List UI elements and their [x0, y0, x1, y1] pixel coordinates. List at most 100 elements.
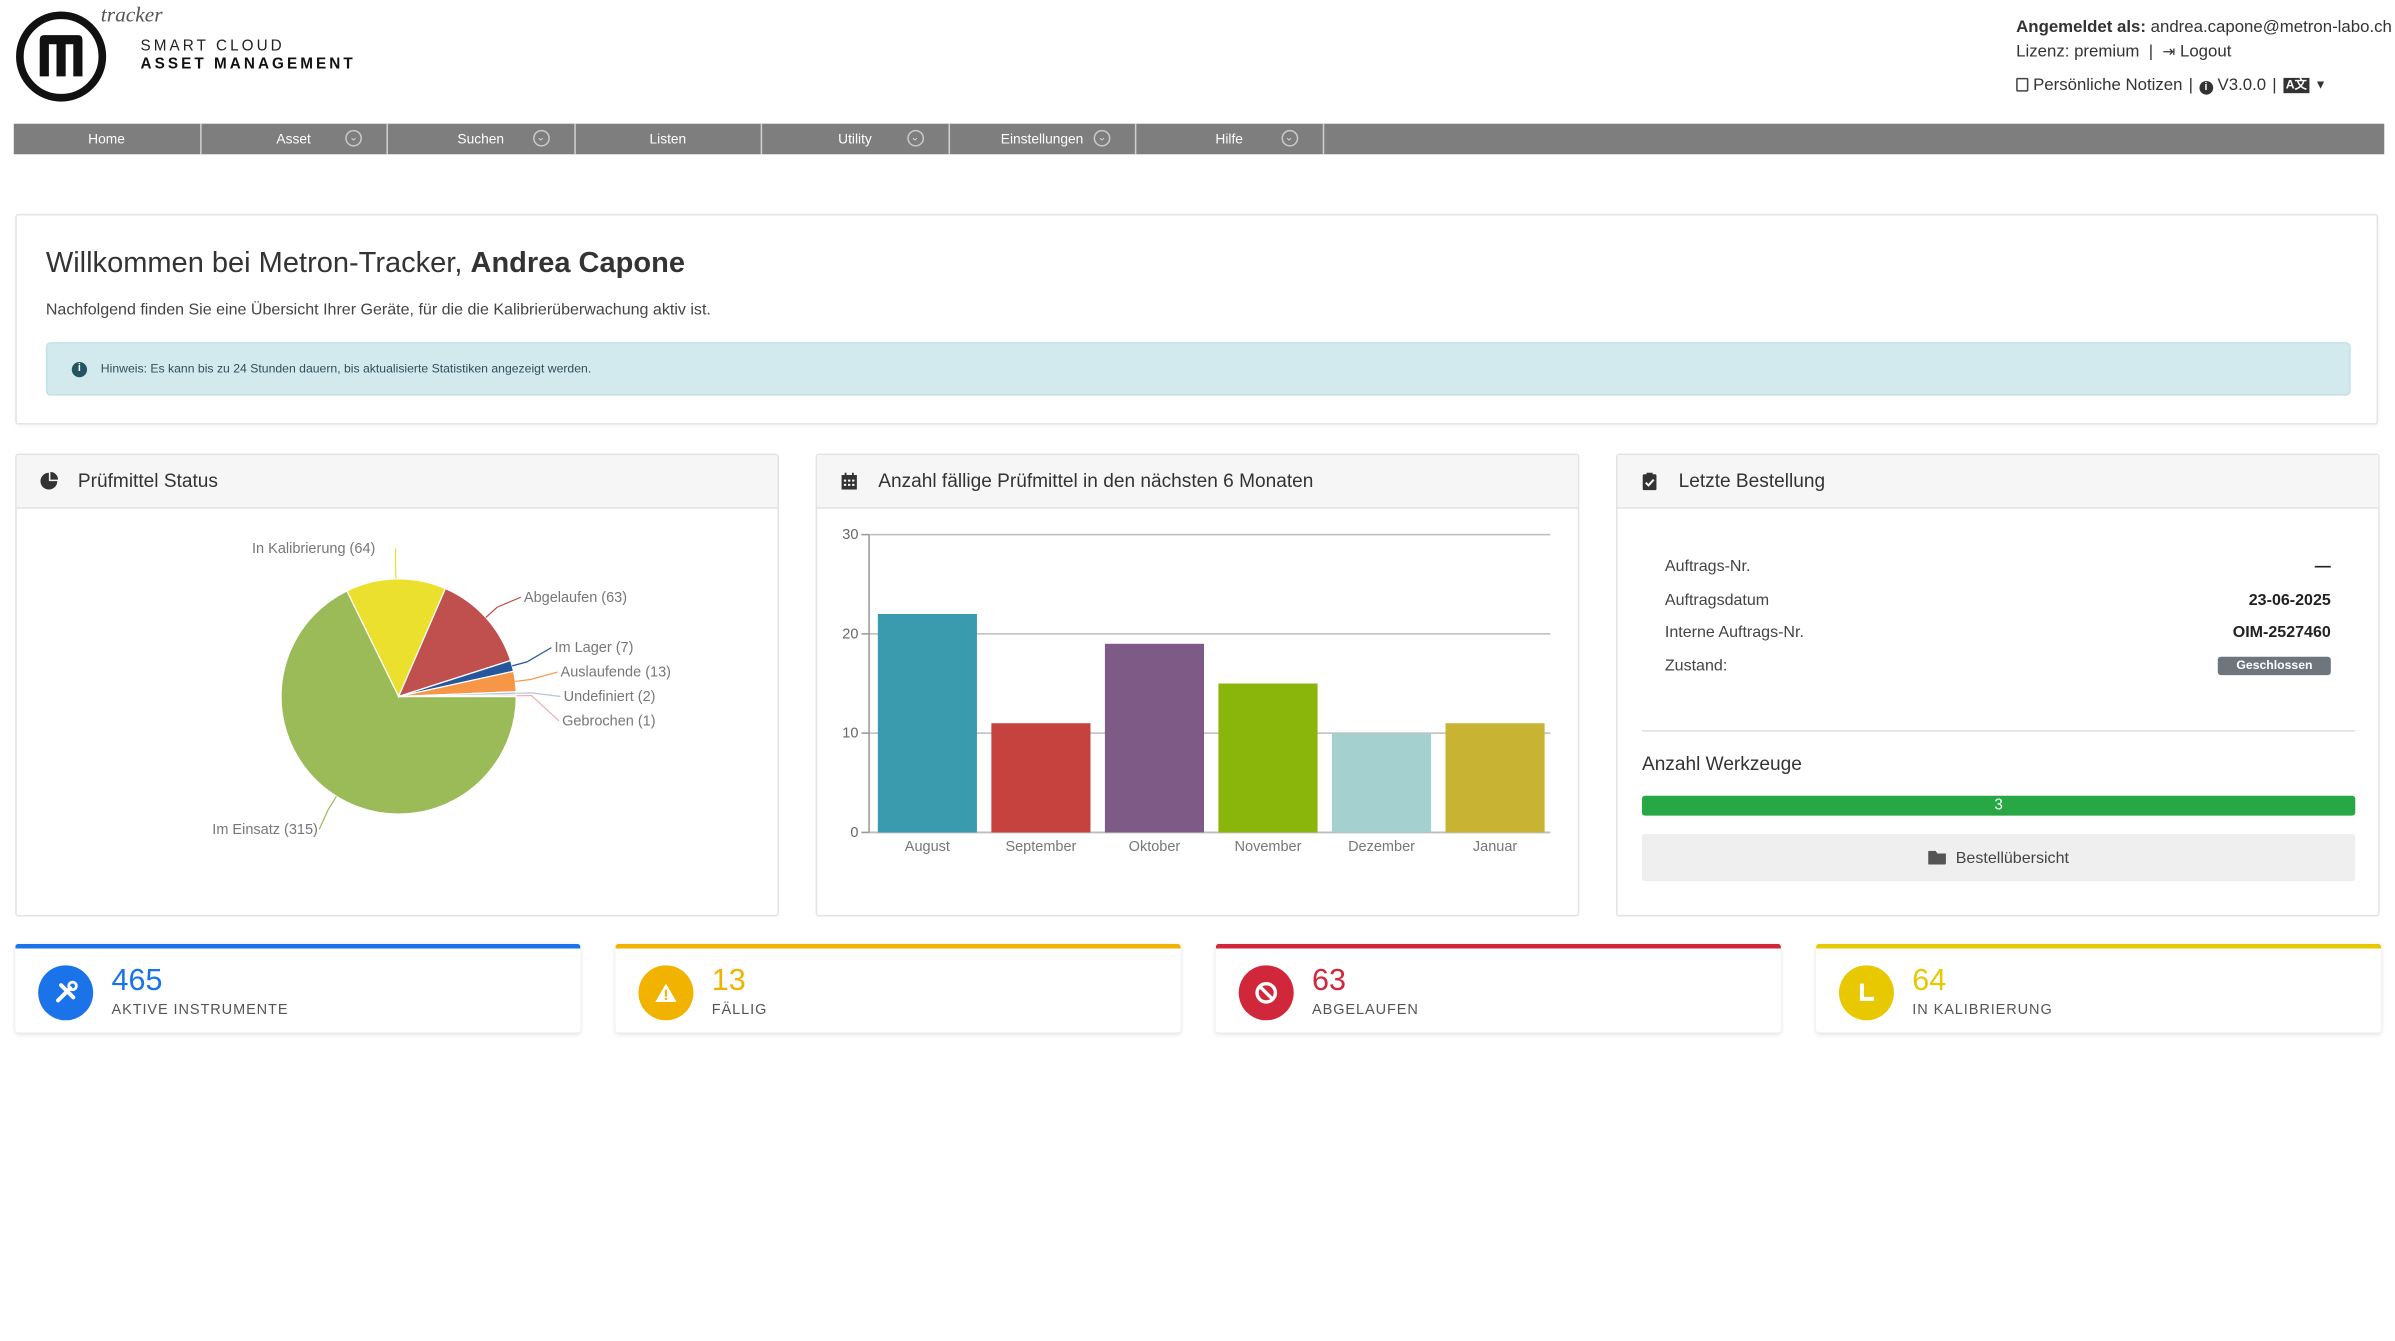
- version-info[interactable]: i V3.0.0: [2199, 73, 2266, 97]
- warning-icon: [655, 983, 677, 1002]
- logout-link[interactable]: ⇥ Logout: [2162, 42, 2232, 62]
- status-pie-chart: Im Einsatz (315) In Kalibrierung (64) Abge…: [212, 541, 671, 838]
- bar-januar[interactable]: [1445, 723, 1545, 833]
- status-card-title: Prüfmittel Status: [77, 470, 218, 492]
- order-card: Letzte Bestellung Auftrags-Nr. — Auftragsd…: [1615, 453, 2380, 917]
- status-badge: Geschlossen: [2218, 656, 2331, 676]
- bar-dezember[interactable]: [1331, 733, 1432, 833]
- stat-icon-circle: [1838, 965, 1894, 1021]
- welcome-panel: Willkommen bei Metron-Tracker, Andrea Ca…: [15, 213, 2379, 425]
- ban-icon: [1255, 981, 1278, 1004]
- metron-logo[interactable]: [15, 11, 107, 103]
- pie-label: In Kalibrierung (64): [252, 541, 375, 557]
- stat-icon-circle: [38, 965, 94, 1021]
- nav-item-listen[interactable]: Listen: [575, 123, 763, 155]
- pie-leader-line: [516, 694, 560, 722]
- calendar-icon: [841, 472, 857, 490]
- logged-label: Angemeldet als:: [2016, 18, 2146, 37]
- stat-box-abgelaufen[interactable]: 63 ABGELAUFEN: [1215, 943, 1781, 1033]
- order-divider: [1641, 730, 2356, 732]
- pie-slice[interactable]: [398, 694, 517, 698]
- order-row-label: Zustand:: [1664, 656, 1728, 676]
- x-tick-label: November: [1235, 839, 1302, 855]
- nav-item-utility[interactable]: Utility ⌄: [762, 123, 950, 155]
- status-card-header: Prüfmittel Status: [16, 455, 778, 509]
- pie-leader-line: [515, 671, 558, 683]
- pie-label: Abgelaufen (63): [524, 590, 627, 606]
- due-card-title: Anzahl fällige Prüfmittel in den nächste…: [878, 470, 1314, 492]
- brand-line2: ASSET MANAGEMENT: [140, 56, 356, 74]
- chevron-down-icon: ⌄: [1280, 129, 1298, 147]
- user-email: andrea.capone@metron-labo.ch: [2150, 18, 2392, 37]
- order-card-header: Letzte Bestellung: [1617, 455, 2379, 509]
- order-row: Auftragsdatum 23-06-2025: [1665, 591, 2331, 609]
- nav-item-einstellungen[interactable]: Einstellungen ⌄: [949, 123, 1137, 155]
- pie-chart-icon: [40, 471, 59, 490]
- tools-icon: [56, 980, 78, 1003]
- stat-number: 465: [111, 963, 163, 998]
- x-tick-label: Dezember: [1348, 839, 1415, 855]
- due-card-header: Anzahl fällige Prüfmittel in den nächste…: [817, 455, 1578, 509]
- due-card: Anzahl fällige Prüfmittel in den nächste…: [815, 453, 1580, 917]
- pie-slice[interactable]: [346, 578, 447, 698]
- pie-leader-line: [318, 795, 337, 830]
- chevron-down-icon: ⌄: [532, 129, 550, 147]
- order-row: Auftrags-Nr. —: [1665, 558, 2331, 576]
- bar-november[interactable]: [1218, 683, 1318, 833]
- chevron-down-icon: ⌄: [1093, 129, 1111, 147]
- info-icon: i: [2199, 80, 2213, 94]
- nav-item-suchen[interactable]: Suchen ⌄: [388, 123, 576, 155]
- stat-icon-circle: [638, 965, 694, 1021]
- order-row-label: Auftrags-Nr.: [1664, 557, 1751, 576]
- stat-box-in-kalibrierung[interactable]: 64 IN KALIBRIERUNG: [1816, 943, 2382, 1033]
- note-icon: [2016, 77, 2029, 91]
- stat-label: FÄLLIG: [711, 1001, 768, 1019]
- nav-item-hilfe[interactable]: Hilfe ⌄: [1136, 123, 1324, 155]
- x-tick-label: September: [1005, 839, 1076, 855]
- pie-leader-line: [516, 692, 561, 698]
- stat-label: IN KALIBRIERUNG: [1912, 1001, 2053, 1019]
- chevron-down-icon: ⌄: [906, 129, 924, 147]
- nav-item-home[interactable]: Home: [14, 123, 201, 155]
- werkzeuge-progress: 3: [1641, 795, 2356, 816]
- info-alert: i Hinweis: Es kann bis zu 24 Stunden dau…: [45, 342, 2351, 396]
- folder-open-icon: [1928, 850, 1947, 865]
- alert-text: Hinweis: Es kann bis zu 24 Stunden dauer…: [100, 361, 592, 376]
- y-tick-label: 0: [850, 825, 858, 841]
- nav-label: Utility: [838, 131, 872, 147]
- stat-label: ABGELAUFEN: [1312, 1001, 1419, 1019]
- order-row: Zustand: Geschlossen: [1664, 656, 2331, 676]
- nav-item-asset[interactable]: Asset ⌄: [201, 123, 388, 155]
- order-row: Interne Auftrags-Nr. OIM-2527460: [1665, 623, 2331, 641]
- language-selector[interactable]: A文 ▼: [2282, 72, 2327, 98]
- werkzeuge-title: Anzahl Werkzeuge: [1641, 753, 1802, 775]
- notes-link[interactable]: Persönliche Notizen: [2016, 73, 2183, 97]
- caret-down-icon: ▼: [2314, 77, 2327, 92]
- stat-number: 64: [1912, 963, 1947, 998]
- pie-label: Im Lager (7): [554, 640, 633, 656]
- pie-label: Im Einsatz (315): [212, 822, 318, 838]
- logout-icon: ⇥: [2162, 44, 2176, 62]
- nav-label: Einstellungen: [1000, 131, 1084, 147]
- stat-box-aktive-instrumente[interactable]: 465 AKTIVE INSTRUMENTE: [15, 943, 581, 1033]
- bar-september[interactable]: [991, 723, 1091, 833]
- order-row-value: —: [2314, 557, 2331, 576]
- pie-leader-line: [512, 647, 552, 667]
- brand-line1: SMART CLOUD: [140, 38, 285, 55]
- order-row-value: 23-06-2025: [2248, 591, 2331, 610]
- nav-label: Listen: [649, 131, 687, 147]
- y-tick-label: 30: [842, 527, 858, 543]
- brand-tracker: tracker: [100, 4, 163, 28]
- stat-label: AKTIVE INSTRUMENTE: [111, 1001, 289, 1019]
- stat-number: 63: [1312, 963, 1347, 998]
- werkzeuge-progress-fill: 3: [1641, 795, 2356, 816]
- bar-oktober[interactable]: [1104, 643, 1205, 833]
- due-bar-chart: 0 10 20 30 August September Oktober November Dez…: [842, 527, 1551, 855]
- y-tick-label: 10: [842, 726, 858, 742]
- order-overview-button[interactable]: Bestellübersicht: [1641, 833, 2356, 882]
- bar-august[interactable]: [877, 614, 977, 833]
- pie-label: Undefiniert (2): [564, 689, 656, 705]
- main-nav: Home Asset ⌄ Suchen ⌄ Listen Utility ⌄ Einstellu…: [13, 123, 2385, 155]
- order-row-label: Auftragsdatum: [1664, 591, 1770, 610]
- stat-box-fällig[interactable]: 13 FÄLLIG: [615, 943, 1181, 1033]
